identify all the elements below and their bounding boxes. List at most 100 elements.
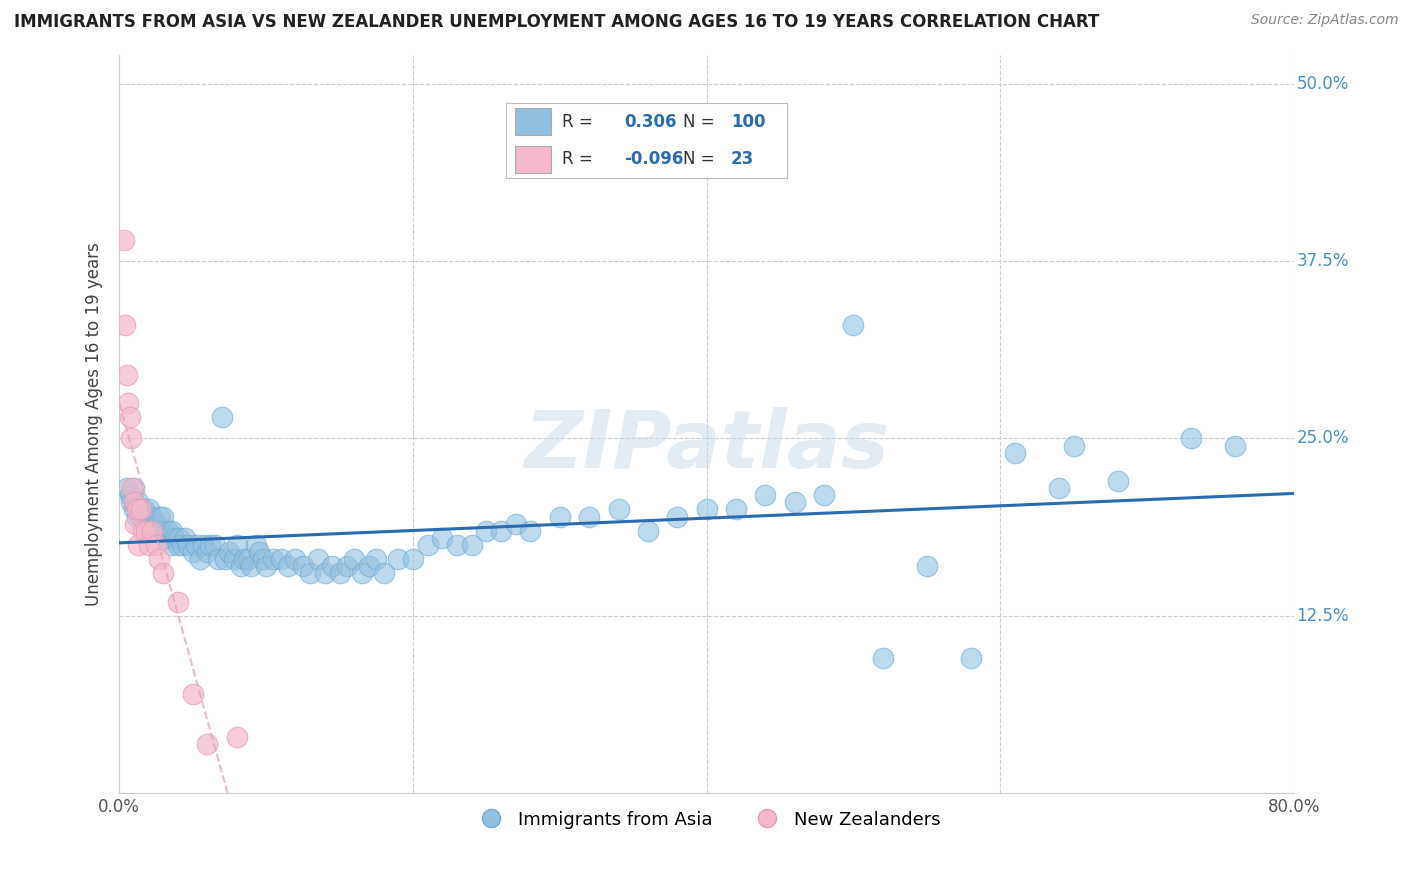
Point bbox=[915, 559, 938, 574]
Point bbox=[328, 566, 350, 581]
Point bbox=[578, 509, 600, 524]
Point bbox=[152, 566, 174, 581]
Point bbox=[135, 524, 157, 538]
Point bbox=[233, 552, 256, 566]
Point bbox=[195, 737, 218, 751]
Point bbox=[141, 524, 163, 538]
Point bbox=[188, 552, 211, 566]
Point bbox=[167, 538, 190, 552]
Point bbox=[872, 651, 894, 665]
Point bbox=[120, 432, 142, 446]
Point bbox=[174, 531, 197, 545]
Point bbox=[402, 552, 425, 566]
Point bbox=[204, 538, 226, 552]
Point bbox=[222, 552, 245, 566]
Point bbox=[357, 559, 380, 574]
Point bbox=[754, 488, 776, 502]
Point bbox=[141, 509, 163, 524]
Point bbox=[122, 495, 145, 509]
Point bbox=[114, 318, 136, 332]
Point bbox=[129, 502, 152, 516]
Point bbox=[160, 524, 183, 538]
Point bbox=[519, 524, 541, 538]
Point bbox=[247, 545, 270, 559]
Text: R =: R = bbox=[562, 151, 593, 169]
Point bbox=[783, 495, 806, 509]
Text: N =: N = bbox=[683, 112, 714, 130]
Point bbox=[475, 524, 498, 538]
Point bbox=[207, 552, 229, 566]
Point bbox=[225, 538, 247, 552]
Point bbox=[1107, 474, 1129, 488]
Point bbox=[262, 552, 284, 566]
Legend: Immigrants from Asia, New Zealanders: Immigrants from Asia, New Zealanders bbox=[465, 804, 948, 836]
Point bbox=[122, 502, 145, 516]
Point bbox=[115, 368, 138, 382]
Point bbox=[165, 531, 187, 545]
Point bbox=[366, 552, 388, 566]
Point bbox=[548, 509, 571, 524]
Point bbox=[446, 538, 468, 552]
Point bbox=[336, 559, 359, 574]
Point bbox=[139, 524, 162, 538]
Point bbox=[299, 566, 322, 581]
Point bbox=[270, 552, 292, 566]
Text: Source: ZipAtlas.com: Source: ZipAtlas.com bbox=[1251, 13, 1399, 28]
Point bbox=[254, 559, 277, 574]
Point bbox=[120, 495, 142, 509]
Text: R =: R = bbox=[562, 112, 593, 130]
Point bbox=[238, 552, 260, 566]
Point bbox=[181, 545, 204, 559]
Point bbox=[152, 524, 174, 538]
Point bbox=[152, 509, 174, 524]
Point bbox=[181, 687, 204, 701]
Point bbox=[813, 488, 835, 502]
Point bbox=[122, 481, 145, 495]
Point bbox=[121, 481, 143, 495]
Y-axis label: Unemployment Among Ages 16 to 19 years: Unemployment Among Ages 16 to 19 years bbox=[86, 243, 103, 607]
Point bbox=[125, 502, 148, 516]
Point bbox=[112, 233, 135, 247]
Point bbox=[277, 559, 299, 574]
Point bbox=[291, 559, 314, 574]
Point bbox=[167, 595, 190, 609]
Point bbox=[145, 538, 167, 552]
Point bbox=[115, 481, 138, 495]
Point bbox=[432, 531, 454, 545]
Point bbox=[184, 538, 207, 552]
Point bbox=[145, 516, 167, 531]
Point bbox=[607, 502, 630, 516]
Point bbox=[284, 552, 307, 566]
Point bbox=[214, 552, 236, 566]
Point bbox=[148, 524, 170, 538]
Point bbox=[240, 559, 263, 574]
Point bbox=[231, 559, 253, 574]
Point bbox=[177, 538, 200, 552]
Point bbox=[149, 509, 172, 524]
Point bbox=[1047, 481, 1070, 495]
Point bbox=[350, 566, 373, 581]
Text: 100: 100 bbox=[731, 112, 766, 130]
Point bbox=[321, 559, 343, 574]
Point bbox=[200, 538, 222, 552]
Point bbox=[169, 531, 191, 545]
Point bbox=[138, 502, 160, 516]
Point bbox=[145, 524, 167, 538]
Text: 23: 23 bbox=[731, 151, 755, 169]
Point bbox=[314, 566, 336, 581]
Point bbox=[960, 651, 983, 665]
Point bbox=[134, 502, 156, 516]
Point bbox=[129, 509, 152, 524]
Point bbox=[129, 502, 152, 516]
Point bbox=[696, 502, 718, 516]
Text: 0.306: 0.306 bbox=[624, 112, 676, 130]
Text: ZIPatlas: ZIPatlas bbox=[524, 408, 889, 485]
Point bbox=[159, 538, 181, 552]
Point bbox=[148, 552, 170, 566]
Point bbox=[343, 552, 366, 566]
Text: 50.0%: 50.0% bbox=[1296, 75, 1348, 93]
Point bbox=[307, 552, 329, 566]
Point bbox=[132, 524, 155, 538]
Point bbox=[1180, 432, 1202, 446]
Point bbox=[460, 538, 482, 552]
